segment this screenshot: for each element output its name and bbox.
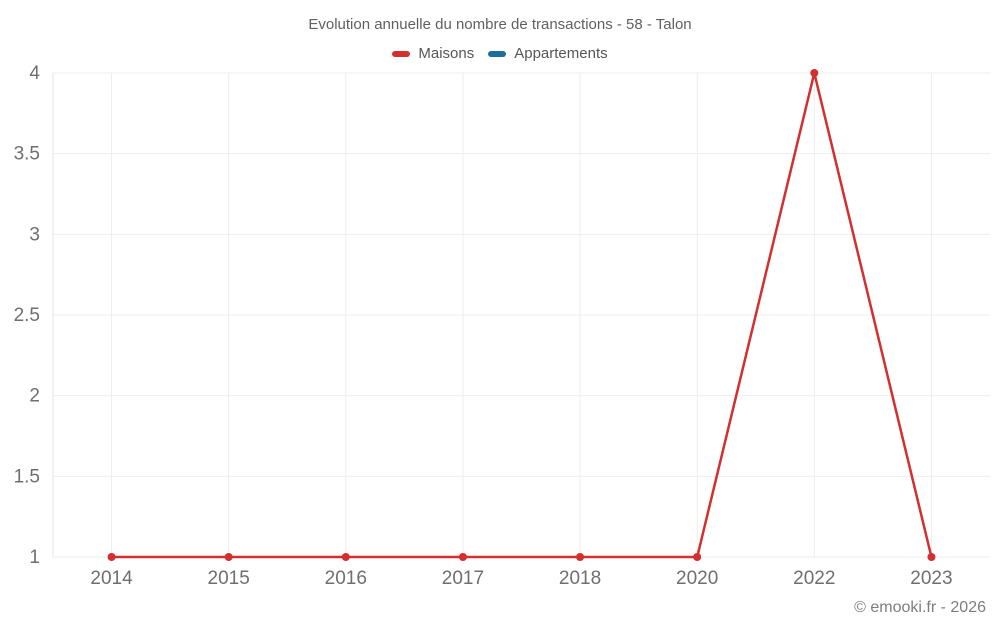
copyright-footer: © emooki.fr - 2026 [854, 599, 986, 616]
x-tick-label: 2018 [559, 568, 601, 589]
legend-label-appartements: Appartements [514, 45, 608, 62]
data-point-marker [458, 553, 467, 561]
y-tick-label: 2.5 [14, 305, 40, 326]
y-tick-label: 3 [29, 224, 40, 245]
y-tick-label: 1.5 [14, 466, 40, 487]
axis-labels: 1 1.5 2 2.5 3 3.5 4 2014 2015 2016 2017 2018 2020 202… [14, 63, 953, 589]
data-point-marker [107, 553, 116, 561]
legend-swatch-appartements [488, 50, 507, 57]
data-point-marker [341, 553, 350, 561]
chart-title: Evolution annuelle du nombre de transact… [308, 16, 692, 33]
data-point-marker [576, 553, 585, 561]
data-point-marker [693, 553, 702, 561]
x-tick-label: 2022 [793, 568, 835, 589]
data-point-marker [927, 553, 936, 561]
y-tick-label: 1 [29, 547, 40, 568]
legend-label-maisons: Maisons [418, 45, 475, 62]
y-tick-label: 4 [29, 63, 40, 84]
series-maisons [107, 69, 936, 561]
data-point-marker [224, 553, 233, 561]
y-tick-label: 3.5 [14, 144, 40, 165]
legend-item-maisons: Maisons [392, 45, 474, 62]
gridlines [53, 72, 990, 558]
x-tick-label: 2015 [208, 568, 250, 589]
x-tick-label: 2017 [442, 568, 484, 589]
legend-item-appartements: Appartements [488, 45, 608, 62]
legend: Maisons Appartements [0, 45, 1000, 62]
y-tick-label: 2 [29, 386, 40, 407]
x-tick-label: 2016 [325, 568, 367, 589]
legend-swatch-maisons [392, 50, 411, 57]
series-line [110, 71, 933, 559]
x-tick-label: 2014 [90, 568, 133, 589]
x-tick-label: 2023 [910, 568, 952, 589]
x-tick-label: 2020 [676, 568, 718, 589]
data-point-marker [810, 69, 819, 77]
